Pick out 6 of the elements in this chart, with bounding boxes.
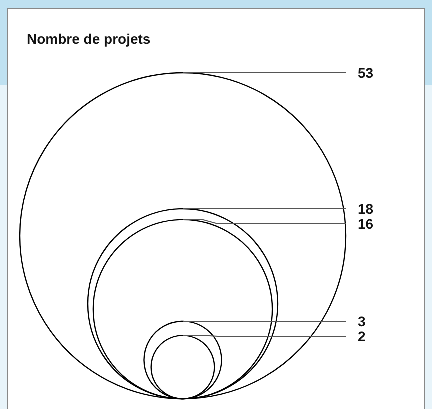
text: Nombre de projets xyxy=(27,31,151,47)
data-label: 2 xyxy=(358,328,366,344)
data-label: 18 xyxy=(358,201,374,218)
data-label: 3 xyxy=(358,313,366,330)
data-label: 16 xyxy=(358,216,374,232)
data-label: 53 xyxy=(358,65,374,81)
